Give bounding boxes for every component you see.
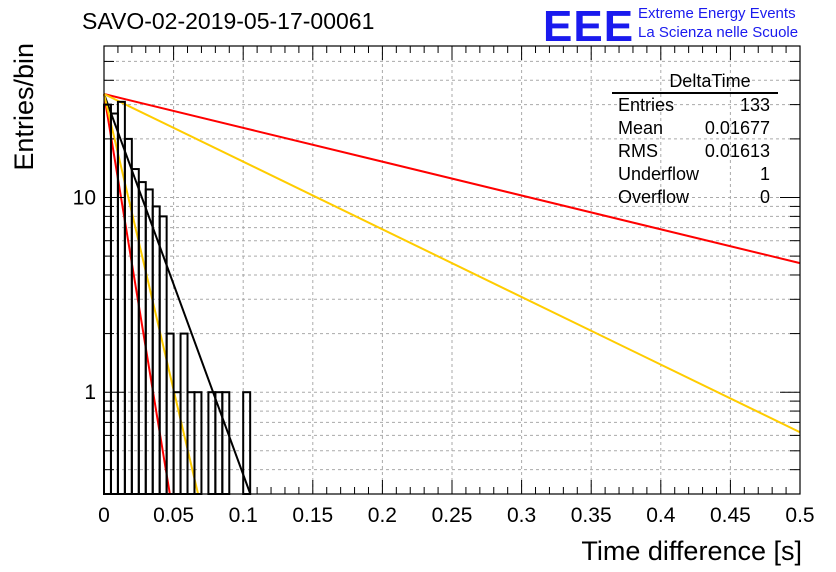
x-tick-label: 0.3 [507,504,536,527]
logo-line-1: Extreme Energy Events [638,5,796,22]
y-tick-label: 1 [84,381,96,404]
stats-value: 0.01677 [704,118,770,138]
histogram-bar [144,188,154,495]
histogram-bar [186,391,196,495]
stats-label: Entries [618,95,675,115]
axis-ticks [103,45,801,495]
stats-label: RMS [618,141,658,161]
stats-label: Overflow [618,187,690,207]
fit-curves [103,93,801,495]
logo-line-2: La Scienza nelle Scuole [638,24,799,41]
y-tick-labels: 1 10 [73,187,96,405]
x-tick-label: 0.05 [153,504,194,527]
x-axis-label: Time difference [s] [581,536,802,566]
stats-title: DeltaTime [612,70,778,94]
x-tick-label: 0.1 [229,504,258,527]
histogram-bar [221,391,231,495]
fit-curve [103,93,801,434]
x-tick-label: 0.15 [292,504,333,527]
y-axis-label: Entries/bin [9,43,39,171]
x-tick-label: 0.25 [432,504,473,527]
stats-row-entries: Entries 133 [612,94,778,117]
stats-row-overflow: Overflow 0 [612,186,778,209]
stats-value: 133 [739,95,770,115]
y-tick-label: 10 [73,187,96,210]
logo-caption: Extreme Energy Events La Scienza nelle S… [638,4,798,42]
stats-row-mean: Mean 0.01677 [612,117,778,140]
stats-value: 1 [759,164,770,184]
plot-title: SAVO-02-2019-05-17-00061 [82,8,375,34]
x-tick-label: 0.45 [710,504,751,527]
stats-label: Mean [618,118,664,138]
stats-row-rms: RMS 0.01613 [612,140,778,163]
histogram-bar [123,137,133,496]
x-tick-labels: 0 0.05 0.1 0.15 0.2 0.25 0.3 0.35 0.4 0.45 0.5 [98,504,814,527]
histogram-bar [193,391,203,495]
x-tick-label: 0 [98,504,110,527]
histogram-bar [207,391,217,495]
fit-curve [103,93,801,265]
fit-curve [103,93,200,495]
stats-box: DeltaTime Entries 133 Mean 0.01677 RMS 0… [612,70,778,209]
x-tick-label: 0.35 [571,504,612,527]
stats-value: 0.01613 [704,141,770,161]
eee-logo: EEE [543,2,635,51]
stats-label: Underflow [618,164,700,184]
fit-curve [103,93,252,495]
x-tick-label: 0.5 [785,504,814,527]
x-tick-label: 0.2 [368,504,397,527]
stats-value: 0 [759,187,770,207]
x-tick-label: 0.4 [646,504,676,527]
stats-row-underflow: Underflow 1 [612,163,778,186]
